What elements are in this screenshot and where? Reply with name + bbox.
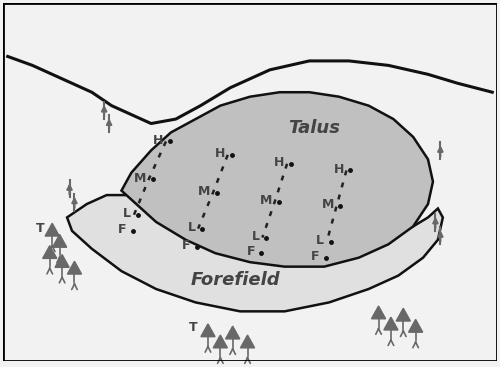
Polygon shape — [372, 306, 386, 319]
Polygon shape — [384, 317, 398, 330]
Polygon shape — [396, 308, 410, 321]
Text: L: L — [124, 207, 132, 220]
Text: F: F — [246, 246, 255, 258]
Text: Forefield: Forefield — [190, 271, 280, 289]
Text: L: L — [188, 221, 196, 234]
Polygon shape — [240, 335, 254, 348]
Text: H: H — [153, 134, 164, 146]
Polygon shape — [226, 326, 240, 339]
Text: M: M — [260, 194, 272, 207]
Text: H: H — [334, 163, 344, 176]
Text: H: H — [274, 156, 284, 169]
Polygon shape — [214, 335, 228, 348]
Text: L: L — [316, 234, 324, 247]
Text: M: M — [134, 172, 146, 185]
Text: M: M — [322, 199, 334, 211]
Text: M: M — [198, 185, 210, 198]
Text: T: T — [189, 320, 198, 334]
Text: T: T — [36, 222, 44, 235]
Text: H: H — [215, 147, 226, 160]
Polygon shape — [408, 319, 422, 332]
Polygon shape — [52, 235, 66, 247]
Text: F: F — [310, 250, 319, 263]
Text: F: F — [182, 239, 190, 252]
Polygon shape — [55, 255, 69, 267]
Text: Talus: Talus — [288, 119, 341, 137]
Text: F: F — [118, 223, 126, 236]
Polygon shape — [68, 261, 82, 274]
Text: L: L — [252, 230, 260, 243]
Polygon shape — [67, 195, 443, 311]
Polygon shape — [45, 223, 60, 236]
Polygon shape — [201, 324, 215, 337]
Polygon shape — [42, 246, 57, 258]
Polygon shape — [122, 92, 433, 267]
